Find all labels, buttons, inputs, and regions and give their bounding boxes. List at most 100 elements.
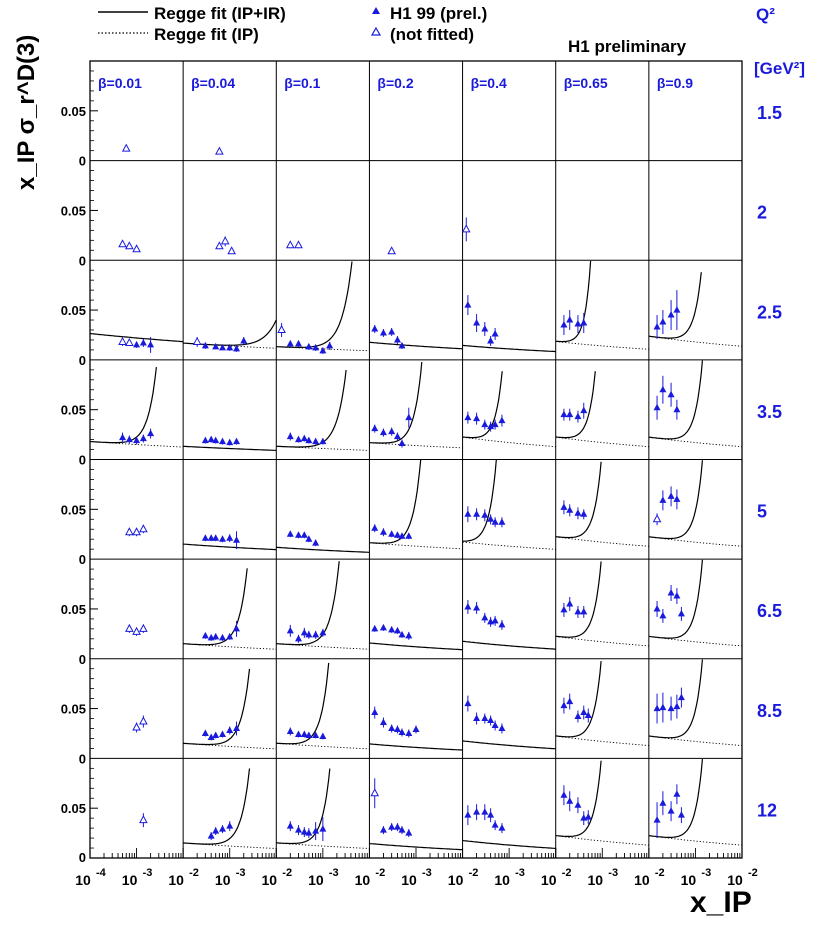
fit-curve-full xyxy=(369,361,423,444)
data-point-fitted xyxy=(233,624,241,632)
data-point-fitted xyxy=(398,826,406,833)
data-point-fitted xyxy=(393,823,401,830)
fit-curve-full xyxy=(648,559,703,639)
data-point-fitted xyxy=(319,628,327,636)
data-point-fitted xyxy=(388,427,396,435)
data-point-fitted xyxy=(393,335,401,343)
data-point-fitted xyxy=(240,336,248,344)
y-axis-label: x_IP σ_r^D(3) xyxy=(13,35,40,190)
x-tick-label-base: 10 xyxy=(75,872,91,888)
data-point-fitted xyxy=(379,428,387,436)
fit-curve-full xyxy=(276,662,330,745)
data-point-fitted xyxy=(125,435,133,443)
q2-value-label: 2 xyxy=(757,203,767,223)
fit-curve-pomeron xyxy=(555,536,649,547)
data-point-not-fitted xyxy=(227,246,236,255)
q2-value-label: 8.5 xyxy=(757,701,782,721)
data-point-fitted xyxy=(295,826,303,833)
data-point-fitted xyxy=(464,413,472,421)
data-point-fitted xyxy=(286,727,294,734)
fit-curve-full xyxy=(555,260,592,343)
data-point-fitted xyxy=(498,518,506,525)
data-point-fitted xyxy=(481,324,489,332)
data-point-fitted xyxy=(405,532,413,539)
data-point-fitted xyxy=(659,496,667,503)
data-point-fitted xyxy=(560,791,568,798)
data-point-fitted xyxy=(226,726,234,733)
data-point-not-fitted xyxy=(652,514,662,523)
data-point-fitted xyxy=(667,311,675,318)
data-point-fitted xyxy=(371,524,379,531)
x-tick-label-exponent: -2 xyxy=(469,867,479,879)
data-point-fitted xyxy=(653,322,661,330)
fit-curve-full xyxy=(276,546,370,553)
x-tick-label-base: 10 xyxy=(587,872,603,888)
data-point-fitted xyxy=(133,340,141,348)
fit-curve-full xyxy=(648,659,703,739)
x-tick-label-base: 10 xyxy=(634,872,650,888)
data-point-fitted xyxy=(584,711,592,719)
data-point-fitted xyxy=(481,808,489,815)
data-point-fitted xyxy=(305,829,313,836)
fit-curve-pomeron xyxy=(555,436,649,448)
data-point-fitted xyxy=(398,630,406,638)
data-point-fitted xyxy=(379,623,387,631)
data-point-fitted xyxy=(677,693,685,701)
fit-curve-pomeron xyxy=(555,341,649,350)
data-point-fitted xyxy=(226,534,234,541)
fit-curve-pomeron xyxy=(369,442,463,449)
data-point-fitted xyxy=(226,822,234,829)
y-tick-label: 0.05 xyxy=(61,702,86,717)
data-point-fitted xyxy=(464,602,472,610)
data-point-fitted xyxy=(580,607,588,615)
data-point-fitted xyxy=(491,821,499,828)
beta-label: β=0.65 xyxy=(564,75,608,91)
data-point-fitted xyxy=(473,714,481,722)
data-point-fitted xyxy=(487,811,495,818)
data-point-fitted xyxy=(312,343,320,351)
data-point-fitted xyxy=(405,829,413,836)
data-point-fitted xyxy=(473,603,481,611)
fit-curve-full xyxy=(89,332,184,343)
data-point-not-fitted xyxy=(132,244,141,253)
y-tick-label: 0.05 xyxy=(61,502,86,517)
data-point-fitted xyxy=(673,495,681,502)
data-point-not-fitted xyxy=(215,241,224,250)
data-point-not-fitted xyxy=(139,815,148,824)
beta-label: β=0.01 xyxy=(98,75,142,91)
data-point-fitted xyxy=(491,329,499,337)
data-point-not-fitted xyxy=(277,324,286,333)
x-tick-label-exponent: -2 xyxy=(189,867,199,879)
data-point-fitted xyxy=(371,624,379,632)
data-point-not-fitted xyxy=(132,722,141,731)
data-point-fitted xyxy=(312,630,320,638)
data-point-fitted xyxy=(388,823,396,830)
x-tick-label-exponent: -2 xyxy=(562,867,572,879)
data-point-fitted xyxy=(295,730,303,737)
data-point-fitted xyxy=(371,324,379,332)
data-point-fitted xyxy=(388,530,396,537)
x-tick-label-exponent: -2 xyxy=(282,867,292,879)
fit-curve-full xyxy=(369,843,463,851)
data-point-not-fitted xyxy=(192,336,202,345)
data-point-fitted xyxy=(677,609,685,617)
fit-curve-full xyxy=(555,371,596,439)
data-point-fitted xyxy=(286,626,294,634)
x-tick-label-base: 10 xyxy=(727,872,743,888)
data-point-fitted xyxy=(207,435,215,443)
beta-label: β=0.4 xyxy=(471,75,507,91)
data-point-not-fitted xyxy=(139,623,148,632)
q2-value-label: 2.5 xyxy=(757,302,782,322)
data-point-fitted xyxy=(286,822,294,829)
data-point-not-fitted xyxy=(370,788,380,797)
data-point-fitted xyxy=(319,437,327,445)
data-point-fitted xyxy=(233,437,241,445)
data-point-not-fitted xyxy=(125,241,134,250)
data-point-fitted xyxy=(560,321,568,328)
y-tick-label: 0.05 xyxy=(61,203,86,218)
fit-curve-full xyxy=(648,360,703,440)
data-point-fitted xyxy=(574,509,582,516)
beta-label: β=0.2 xyxy=(377,75,413,91)
data-point-fitted xyxy=(201,436,209,444)
q2-label: Q² xyxy=(756,5,775,24)
